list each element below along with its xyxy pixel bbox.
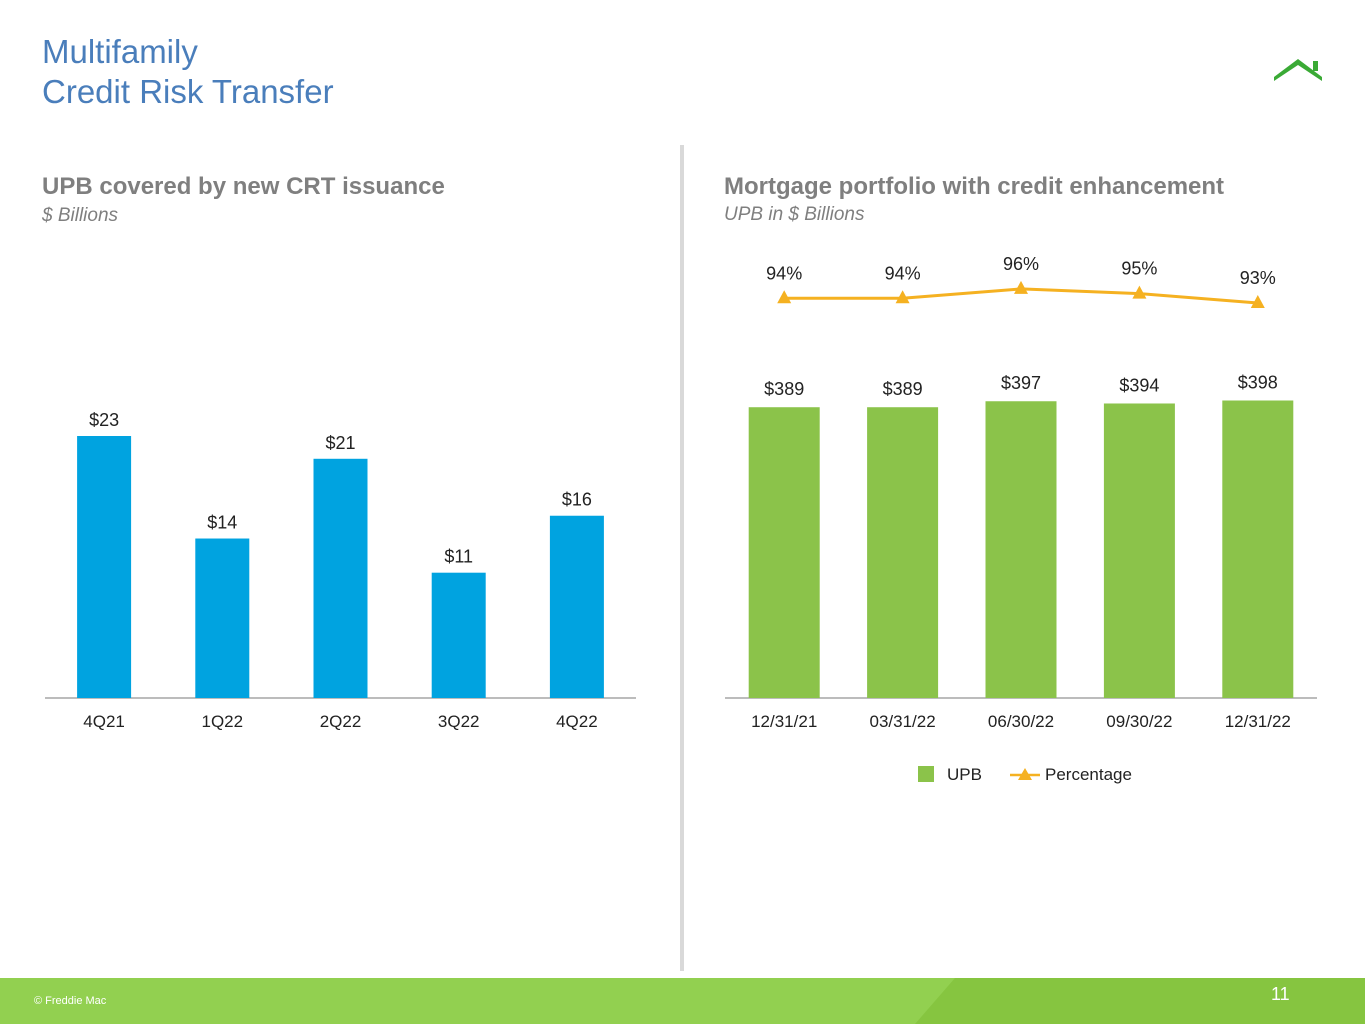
x-tick-label: 2Q22: [320, 712, 362, 731]
percentage-marker-triangle: [1132, 285, 1147, 299]
x-tick-label: 06/30/22: [988, 712, 1054, 731]
left-chart-subtitle: $ Billions: [42, 205, 119, 226]
credit-enhancement-combo-chart: $389 12/31/21 $389 03/31/22 $397 06/30/22 $394…: [725, 254, 1317, 731]
upb-value-label: $397: [1001, 373, 1041, 393]
page-title: Multifamily Credit Risk Transfer: [42, 32, 334, 112]
percentage-value-label: 94%: [766, 263, 802, 283]
right-chart-title: Mortgage portfolio with credit enhanceme…: [724, 173, 1225, 200]
right-chart-subtitle: UPB in $ Billions: [724, 204, 865, 225]
legend-percentage-marker-icon: [1010, 768, 1040, 780]
percentage-marker-triangle: [895, 290, 910, 304]
percentage-marker-triangle: [1250, 295, 1265, 308]
footer-bar: © Freddie Mac 11: [0, 978, 1365, 1024]
copyright-text: © Freddie Mac: [34, 995, 107, 1007]
x-tick-label: 3Q22: [438, 712, 480, 731]
bar-1Q22: [195, 538, 250, 698]
legend-upb-label: UPB: [947, 765, 982, 784]
legend-percentage-label: Percentage: [1045, 765, 1132, 784]
upb-value-label: $398: [1238, 372, 1278, 392]
x-tick-label: 03/31/22: [870, 712, 936, 731]
percentage-marker-triangle: [1014, 280, 1028, 294]
bar-4Q21: [77, 436, 132, 698]
x-tick-label: 4Q22: [556, 712, 598, 731]
bar-value-label: $14: [207, 513, 237, 533]
bar-3Q22: [431, 572, 486, 698]
percentage-value-label: 95%: [1121, 259, 1157, 279]
x-tick-label: 4Q21: [83, 712, 125, 731]
legend-upb-swatch: [918, 766, 934, 782]
left-chart-title: UPB covered by new CRT issuance: [42, 173, 445, 200]
x-tick-label: 09/30/22: [1106, 712, 1172, 731]
house-roof-logo-icon: [1274, 59, 1322, 81]
upb-value-label: $389: [883, 379, 923, 399]
percentage-value-label: 93%: [1240, 268, 1276, 288]
percentage-value-label: 94%: [885, 263, 921, 283]
upb-bar-06/30/22: [985, 401, 1057, 698]
upb-bar-09/30/22: [1103, 403, 1175, 698]
x-tick-label: 12/31/22: [1225, 712, 1291, 731]
footer-accent: [915, 978, 1365, 1024]
crt-issuance-bar-chart: $23 4Q21 $14 1Q22 $21 2Q22 $11 3Q22 $16 4Q22: [45, 410, 636, 731]
x-tick-label: 1Q22: [202, 712, 244, 731]
page-number: 11: [1271, 984, 1290, 1004]
page-title-line-1: Multifamily: [42, 33, 198, 70]
bar-2Q22: [313, 458, 368, 698]
percentage-value-label: 96%: [1003, 254, 1039, 274]
upb-value-label: $389: [764, 379, 804, 399]
percentage-marker-triangle: [777, 290, 792, 304]
upb-bar-03/31/22: [867, 407, 939, 698]
upb-value-label: $394: [1119, 375, 1159, 395]
bar-value-label: $23: [89, 410, 119, 430]
bar-value-label: $21: [325, 433, 355, 453]
bar-value-label: $11: [444, 547, 473, 567]
upb-bar-12/31/21: [748, 407, 820, 698]
bar-value-label: $16: [562, 490, 592, 510]
upb-bar-12/31/22: [1222, 400, 1294, 698]
x-tick-label: 12/31/21: [751, 712, 817, 731]
page-title-line-2: Credit Risk Transfer: [42, 73, 334, 110]
panel-divider: [680, 145, 684, 971]
bar-4Q22: [549, 515, 604, 698]
